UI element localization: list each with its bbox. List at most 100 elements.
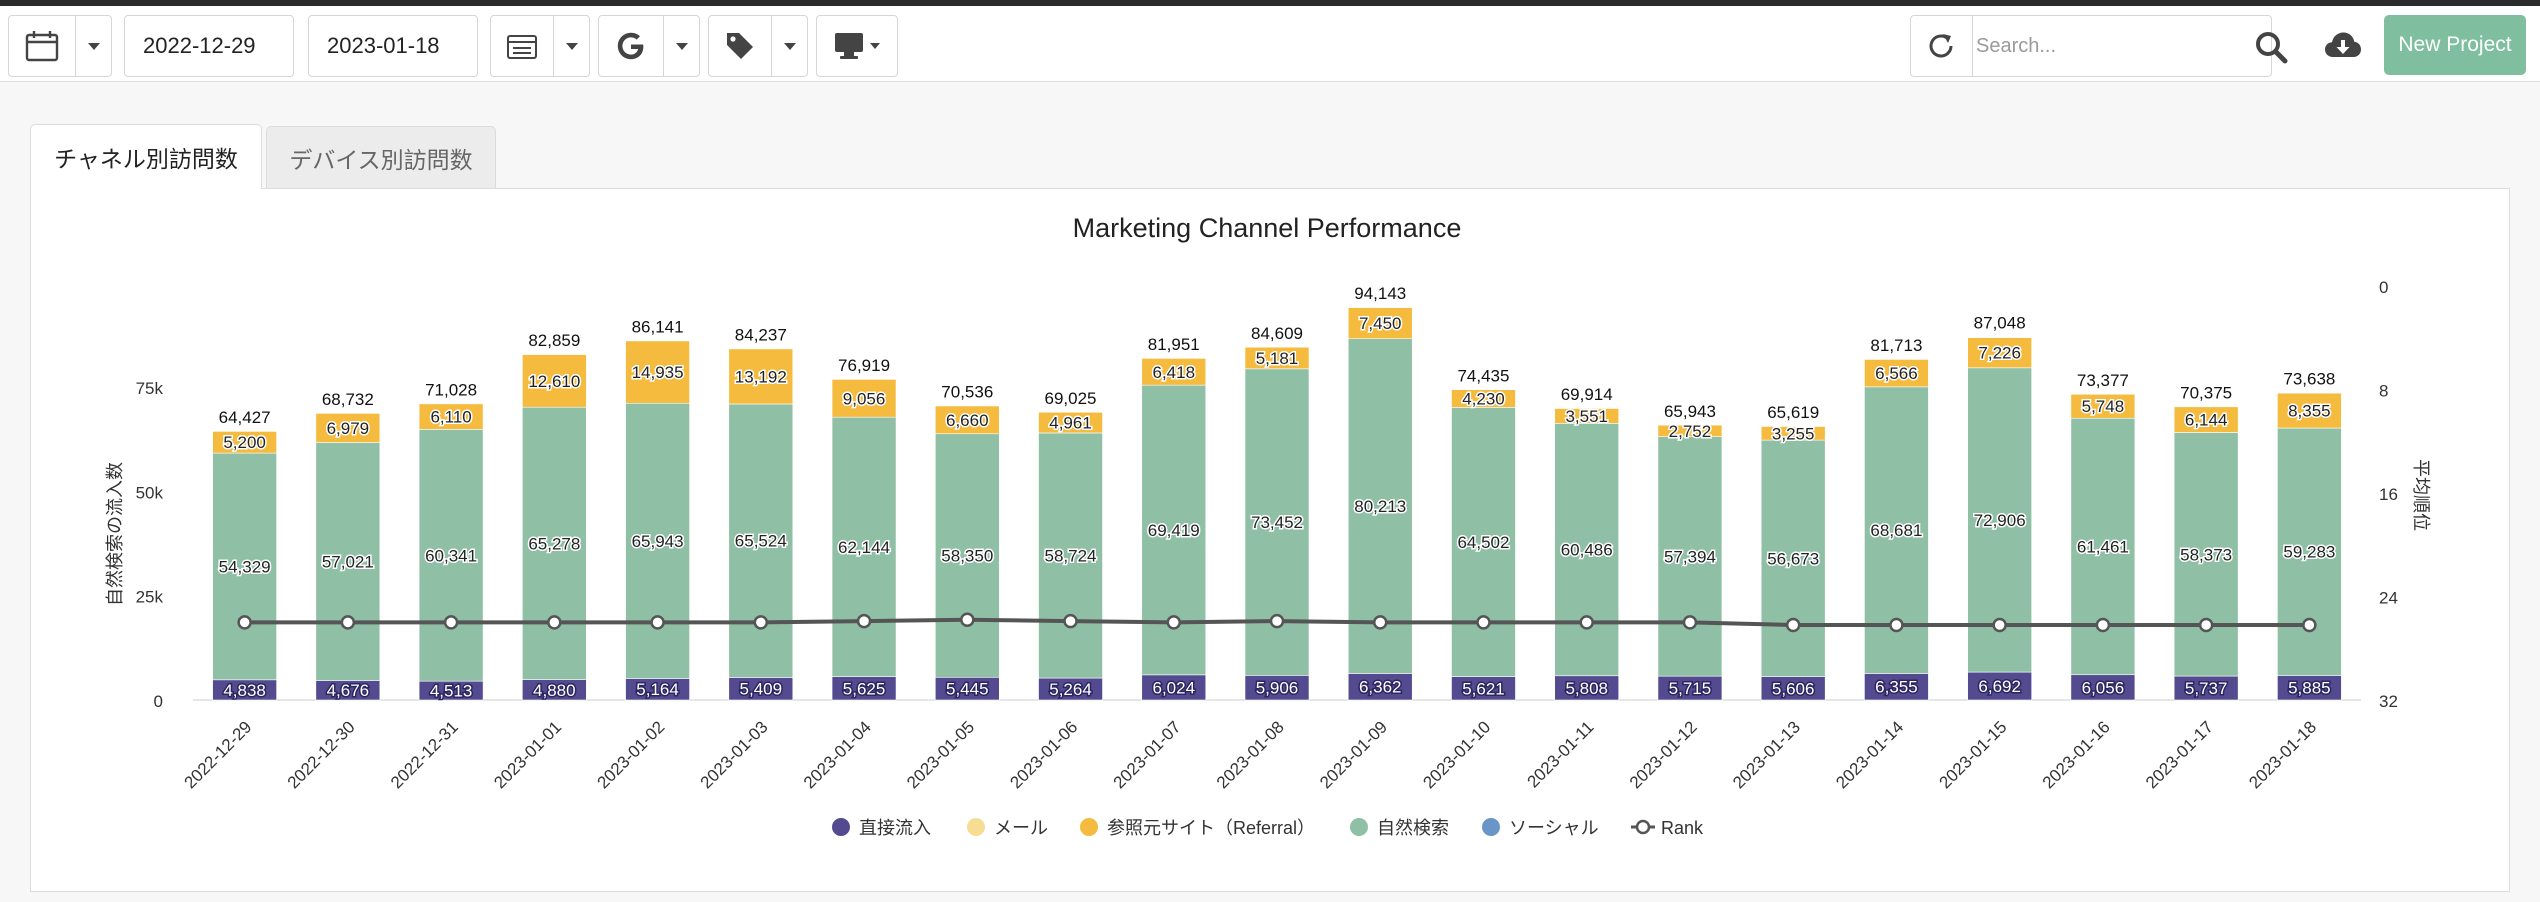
search-icon (2256, 32, 2288, 64)
compare-calendar-button[interactable] (491, 16, 553, 76)
search-input[interactable] (1968, 15, 2288, 77)
y2-tick-label: 24 (2379, 589, 2398, 608)
bar-total-label: 84,609 (1251, 324, 1303, 343)
x-tick-label: 2023-01-06 (1006, 717, 1081, 792)
bar-segment-referral (1244, 346, 1310, 370)
bar-value-label: 12,610 (528, 372, 580, 391)
refresh-icon (1929, 34, 1953, 58)
bar-segment-referral (315, 413, 381, 443)
bar-segment-organic (212, 452, 277, 681)
y2-tick-label: 0 (2379, 278, 2388, 297)
rank-point (856, 613, 872, 629)
bar-value-label: 65,943 (632, 532, 684, 551)
bar-value-label: 80,213 (1354, 497, 1406, 516)
bar-segment-organic (934, 433, 1000, 678)
bar-total-label: 71,028 (425, 381, 477, 400)
bar-value-label: 7,450 (1359, 314, 1402, 333)
compare-caret[interactable] (553, 16, 589, 76)
bar-value-label: 6,692 (1978, 677, 2021, 696)
bar-value-label: 62,144 (838, 538, 890, 557)
bar-value-label: 7,226 (1978, 344, 2021, 363)
bar-value-label: 4,838 (223, 681, 266, 700)
bar-total-label: 65,619 (1767, 403, 1819, 422)
legend-marker (832, 818, 850, 836)
channel-performance-chart: Marketing Channel Performance 0 25k 50k 75k 0… (105, 213, 2431, 838)
bar-value-label: 3,551 (1565, 407, 1608, 426)
date-from-field[interactable]: 2022-12-29 (124, 15, 294, 77)
device-button[interactable] (817, 16, 897, 76)
device-dropdown[interactable] (816, 15, 898, 77)
tab-channel-visits[interactable]: チャネル別訪問数 (30, 124, 262, 189)
x-tick-label: 2023-01-15 (1936, 717, 2011, 792)
chevron-down-icon (675, 42, 688, 50)
compare-dropdown[interactable] (490, 15, 590, 77)
x-tick-label: 2022-12-29 (181, 717, 256, 792)
google-icon (617, 32, 644, 60)
tab-device-visits[interactable]: デバイス別訪問数 (266, 126, 496, 188)
bar-value-label: 61,461 (2077, 537, 2129, 556)
bar-value-label: 58,724 (1045, 546, 1097, 565)
x-tick-label: 2023-01-05 (903, 717, 978, 792)
x-tick-label: 2023-01-13 (1729, 717, 1804, 792)
rank-point (340, 615, 356, 630)
new-project-button[interactable]: New Project (2384, 15, 2526, 75)
x-tick-label: 2023-01-01 (490, 717, 565, 792)
tag-caret[interactable] (771, 16, 807, 76)
bar-segment-organic (1657, 436, 1723, 677)
tag-dropdown[interactable] (708, 15, 808, 77)
y-tick-label: 25k (136, 588, 164, 607)
bar-value-label: 57,394 (1664, 547, 1716, 566)
calendar-caret[interactable] (75, 16, 111, 76)
x-tick-label: 2023-01-14 (1832, 717, 1907, 792)
bar-segment-referral (2173, 406, 2239, 433)
bar-segment-referral (1760, 426, 1826, 441)
bar-segment-direct (1864, 673, 1929, 701)
bar-segment-organic (728, 403, 794, 678)
bar-total-label: 73,377 (2077, 371, 2129, 390)
rank-point (1579, 615, 1594, 630)
y-tick-label: 0 (154, 692, 163, 711)
chevron-down-icon (87, 42, 100, 50)
bar-value-label: 58,373 (2180, 545, 2232, 564)
bar-value-label: 6,566 (1875, 364, 1918, 383)
bar-value-label: 14,935 (632, 363, 684, 382)
bar-value-label: 54,329 (219, 557, 271, 576)
chevron-down-icon (783, 42, 796, 50)
monitor-icon (835, 33, 863, 59)
bar-segment-direct (1141, 674, 1207, 701)
bar-value-label: 4,230 (1462, 390, 1505, 409)
bar-value-label: 6,660 (946, 411, 989, 430)
bar-segment-referral (1451, 389, 1516, 408)
date-to-field[interactable]: 2023-01-18 (308, 15, 478, 77)
bar-value-label: 4,513 (430, 682, 473, 701)
google-button[interactable] (599, 16, 663, 76)
bar-segment-direct (2277, 675, 2342, 701)
x-tick-label: 2023-01-02 (593, 717, 668, 792)
bar-value-label: 5,409 (740, 680, 783, 699)
bar-total-label: 87,048 (1974, 314, 2026, 333)
y-tick-label: 50k (136, 483, 164, 502)
legend-label: ソーシャル (1509, 818, 1599, 838)
download-button[interactable] (2324, 30, 2362, 67)
calendar-dropdown[interactable] (8, 15, 112, 77)
search-button[interactable] (2254, 30, 2288, 69)
tag-button[interactable] (709, 16, 771, 76)
bar-value-label: 65,278 (528, 534, 580, 553)
refresh-button[interactable] (1910, 15, 1972, 77)
bar-value-label: 68,681 (1870, 521, 1922, 540)
x-tick-label: 2023-01-16 (2039, 717, 2114, 792)
bar-segment-referral (2277, 392, 2342, 429)
bar-value-label: 5,906 (1256, 679, 1299, 698)
calendar-button[interactable] (9, 16, 75, 76)
bar-segment-referral (1657, 424, 1723, 437)
legend-label: 自然検索 (1377, 818, 1449, 838)
bar-segment-organic (1038, 432, 1103, 679)
google-dropdown[interactable] (598, 15, 700, 77)
bar-total-label: 70,375 (2180, 383, 2232, 402)
rank-point (1269, 613, 1285, 629)
google-caret[interactable] (663, 16, 699, 76)
bar-value-label: 8,355 (2288, 402, 2331, 421)
bar-segment-organic (1760, 439, 1826, 677)
rank-point (1063, 613, 1078, 629)
bar-segment-direct (1967, 671, 2032, 701)
